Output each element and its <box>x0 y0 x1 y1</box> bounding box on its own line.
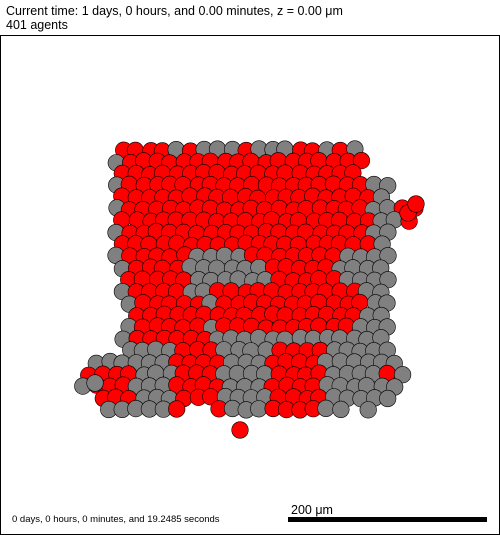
gray-agent-cell <box>394 366 412 384</box>
agent-count: 401 agents <box>6 18 68 32</box>
red-agent-cell <box>352 152 371 170</box>
gray-agent-cell <box>379 389 397 408</box>
gray-agent-cell <box>359 401 377 419</box>
red-agent-cell <box>407 195 425 213</box>
scale-bar <box>288 517 487 522</box>
gray-agent-cell <box>86 374 104 392</box>
red-agent-cell <box>231 421 249 439</box>
red-agent-cell <box>168 400 186 418</box>
elapsed-time: 0 days, 0 hours, 0 minutes, and 19.2485 … <box>12 514 220 525</box>
gray-agent-cell <box>332 400 350 419</box>
scale-bar-label: 200 μm <box>291 503 333 517</box>
simulation-time-title: Current time: 1 days, 0 hours, and 0.00 … <box>6 4 343 18</box>
gray-agent-cell <box>317 399 335 418</box>
